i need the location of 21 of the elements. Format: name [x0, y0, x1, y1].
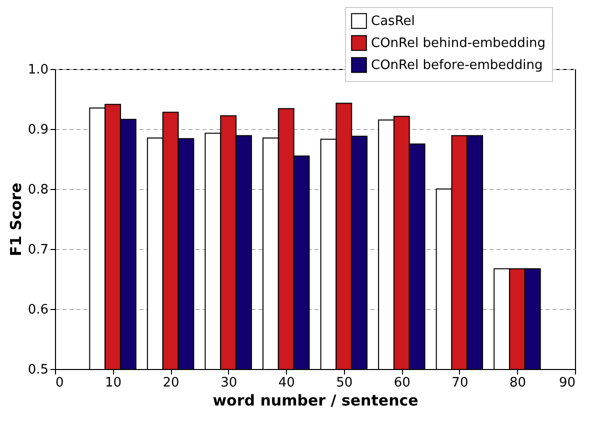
x-tick-label: 70 [452, 376, 468, 390]
legend-label: COnRel behind-embedding [371, 36, 546, 51]
y-tick-label: 1.0 [28, 62, 48, 78]
y-axis-title: F1 Score [6, 182, 25, 256]
x-tick-label: 90 [558, 376, 576, 390]
y-tick-label: 0.7 [28, 242, 48, 258]
y-tick-label: 0.8 [28, 182, 48, 198]
legend-label: COnRel before-embedding [371, 58, 543, 73]
x-tick-label: 40 [278, 376, 295, 390]
y-tick-label: 0.9 [28, 122, 48, 138]
x-tick-label: 10 [105, 376, 122, 390]
x-tick-label: 60 [394, 376, 410, 390]
x-tick-label: 50 [336, 376, 353, 390]
x-tick-label: 0 [56, 376, 64, 390]
x-tick-label: 80 [509, 376, 526, 390]
y-tick-label: 0.5 [28, 362, 48, 378]
x-tick-label: 30 [220, 376, 238, 390]
legend-label: CasRel [371, 14, 415, 29]
x-tick-label: 20 [162, 376, 180, 390]
y-tick-label: 0.6 [28, 302, 48, 318]
x-axis-title: word number / sentence [212, 392, 418, 410]
